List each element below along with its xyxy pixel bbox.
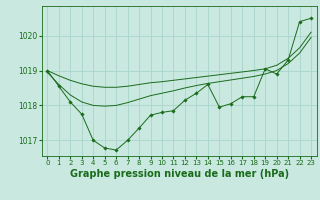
X-axis label: Graphe pression niveau de la mer (hPa): Graphe pression niveau de la mer (hPa): [70, 169, 289, 179]
